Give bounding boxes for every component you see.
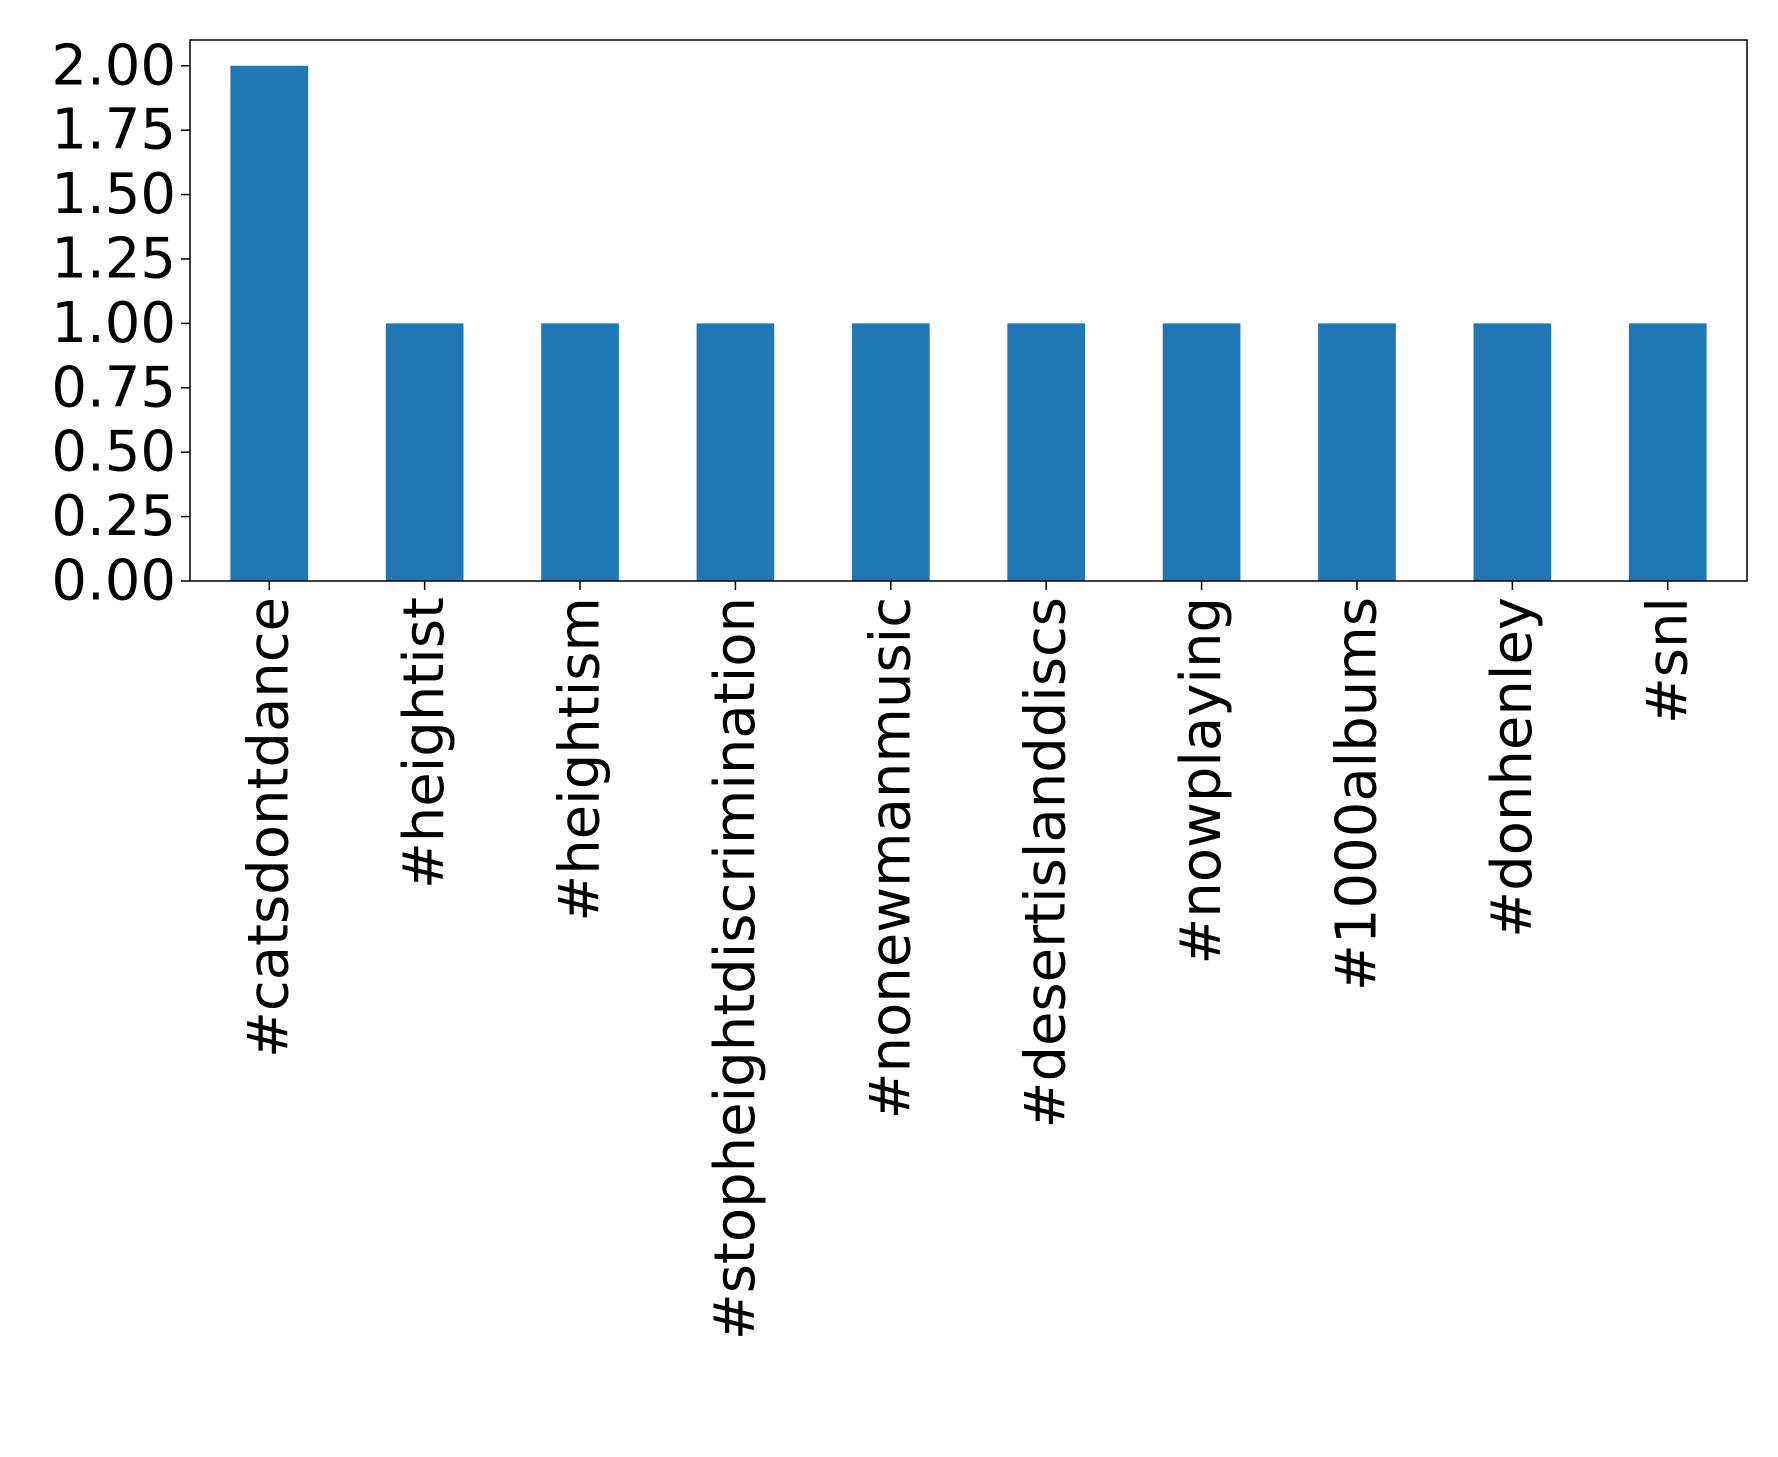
- bar: [1162, 323, 1241, 581]
- x-axis: #catsdontdance #heightist #heightism #stoph…: [237, 581, 1700, 1340]
- bar: [696, 323, 775, 581]
- x-tick-label: #donhenley: [1480, 597, 1545, 938]
- bar: [1007, 323, 1086, 581]
- bar: [230, 65, 309, 581]
- bar: [851, 323, 930, 581]
- y-axis: 0.000.250.500.751.001.251.501.752.00: [51, 33, 190, 614]
- y-tick-label: 0.75: [51, 355, 176, 420]
- x-tick-label: #1000albums: [1324, 597, 1389, 991]
- x-tick-label: #snl: [1635, 597, 1700, 724]
- bar: [385, 323, 464, 581]
- y-tick-label: 0.00: [51, 549, 176, 614]
- x-tick-label: #heightism: [548, 597, 613, 922]
- y-tick-label: 1.25: [51, 226, 176, 291]
- bar: [541, 323, 619, 581]
- x-tick-label: #nonewmanmusic: [858, 597, 923, 1119]
- bar: [1628, 323, 1707, 581]
- x-tick-label: #stopheightdiscrimination: [703, 597, 768, 1340]
- x-tick-label: #desertislanddiscs: [1014, 597, 1079, 1128]
- bars-group: [230, 65, 1707, 581]
- bar: [1473, 323, 1552, 581]
- x-tick-label: #heightist: [392, 597, 457, 889]
- x-tick-label: #catsdontdance: [237, 597, 302, 1058]
- y-tick-label: 1.00: [51, 291, 176, 356]
- y-tick-label: 1.50: [51, 162, 176, 227]
- plot-frame: [189, 39, 1748, 582]
- x-tick-label: #nowplaying: [1169, 597, 1234, 965]
- y-tick-label: 1.75: [51, 98, 176, 163]
- y-tick-label: 2.00: [51, 33, 176, 98]
- bar: [1318, 323, 1396, 581]
- y-tick-label: 0.50: [51, 420, 176, 485]
- y-tick-label: 0.25: [51, 484, 176, 549]
